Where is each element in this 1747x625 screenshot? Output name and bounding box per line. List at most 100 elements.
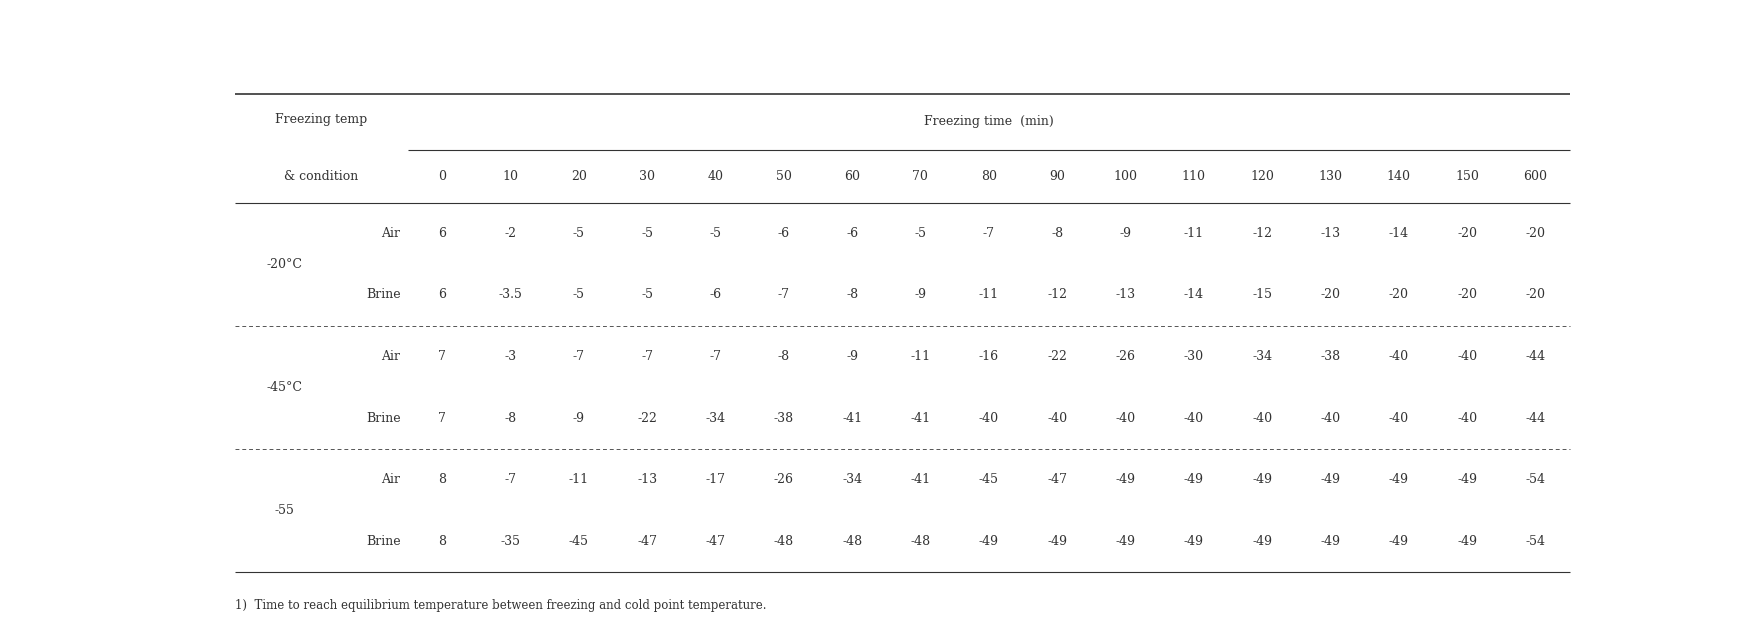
- Text: -7: -7: [505, 473, 517, 486]
- Text: -13: -13: [638, 473, 657, 486]
- Text: -40: -40: [1389, 350, 1408, 363]
- Text: -6: -6: [777, 227, 790, 240]
- Text: 20: 20: [571, 169, 587, 182]
- Text: -40: -40: [978, 412, 999, 424]
- Text: Air: Air: [381, 473, 400, 486]
- Text: -54: -54: [1525, 473, 1546, 486]
- Text: -5: -5: [573, 288, 585, 301]
- Text: -49: -49: [1321, 473, 1340, 486]
- Text: -40: -40: [1115, 412, 1136, 424]
- Text: -5: -5: [709, 227, 722, 240]
- Text: -38: -38: [1321, 350, 1340, 363]
- Text: -48: -48: [774, 535, 793, 548]
- Text: -14: -14: [1184, 288, 1204, 301]
- Text: Brine: Brine: [365, 535, 400, 548]
- Text: -41: -41: [910, 473, 931, 486]
- Text: 30: 30: [639, 169, 655, 182]
- Text: -49: -49: [1389, 535, 1408, 548]
- Text: -5: -5: [914, 227, 926, 240]
- Text: -49: -49: [1253, 473, 1272, 486]
- Text: -20: -20: [1321, 288, 1340, 301]
- Text: -34: -34: [706, 412, 725, 424]
- Text: 1)  Time to reach equilibrium temperature between freezing and cold point temper: 1) Time to reach equilibrium temperature…: [234, 599, 767, 612]
- Text: 130: 130: [1319, 169, 1342, 182]
- Text: -2: -2: [505, 227, 517, 240]
- Text: -47: -47: [638, 535, 657, 548]
- Text: 120: 120: [1251, 169, 1274, 182]
- Text: -41: -41: [910, 412, 931, 424]
- Text: -9: -9: [573, 412, 585, 424]
- Text: -45: -45: [978, 473, 999, 486]
- Text: 40: 40: [708, 169, 723, 182]
- Text: 10: 10: [503, 169, 519, 182]
- Text: -26: -26: [1115, 350, 1136, 363]
- Text: -49: -49: [1115, 473, 1136, 486]
- Text: -48: -48: [910, 535, 931, 548]
- Text: -20: -20: [1457, 227, 1478, 240]
- Text: -15: -15: [1253, 288, 1272, 301]
- Text: -8: -8: [1052, 227, 1064, 240]
- Text: -45°C: -45°C: [267, 381, 302, 394]
- Text: -6: -6: [846, 227, 858, 240]
- Text: -34: -34: [1253, 350, 1272, 363]
- Text: 8: 8: [438, 535, 445, 548]
- Text: Air: Air: [381, 227, 400, 240]
- Text: -47: -47: [706, 535, 725, 548]
- Text: -55: -55: [274, 504, 295, 517]
- Text: 7: 7: [438, 350, 445, 363]
- Text: -30: -30: [1184, 350, 1204, 363]
- Text: -9: -9: [846, 350, 858, 363]
- Text: -8: -8: [846, 288, 858, 301]
- Text: -40: -40: [1184, 412, 1204, 424]
- Text: -7: -7: [709, 350, 722, 363]
- Text: 140: 140: [1387, 169, 1412, 182]
- Text: & condition: & condition: [285, 169, 358, 182]
- Text: 600: 600: [1523, 169, 1548, 182]
- Text: -38: -38: [774, 412, 793, 424]
- Text: -3.5: -3.5: [498, 288, 522, 301]
- Text: 90: 90: [1050, 169, 1066, 182]
- Text: -49: -49: [1115, 535, 1136, 548]
- Text: -7: -7: [641, 350, 653, 363]
- Text: -9: -9: [914, 288, 926, 301]
- Text: -17: -17: [706, 473, 725, 486]
- Text: Freezing temp: Freezing temp: [274, 113, 367, 126]
- Text: -49: -49: [1253, 535, 1272, 548]
- Text: -40: -40: [1046, 412, 1067, 424]
- Text: -40: -40: [1457, 412, 1478, 424]
- Text: -13: -13: [1115, 288, 1136, 301]
- Text: -45: -45: [570, 535, 589, 548]
- Text: -5: -5: [573, 227, 585, 240]
- Text: -49: -49: [1457, 473, 1478, 486]
- Text: -7: -7: [777, 288, 790, 301]
- Text: -11: -11: [570, 473, 589, 486]
- Text: -40: -40: [1457, 350, 1478, 363]
- Text: -49: -49: [1321, 535, 1340, 548]
- Text: -11: -11: [910, 350, 931, 363]
- Text: -8: -8: [505, 412, 517, 424]
- Text: -20: -20: [1389, 288, 1408, 301]
- Text: -9: -9: [1120, 227, 1132, 240]
- Text: -54: -54: [1525, 535, 1546, 548]
- Text: -47: -47: [1046, 473, 1067, 486]
- Text: -5: -5: [641, 227, 653, 240]
- Text: -11: -11: [1184, 227, 1204, 240]
- Text: 110: 110: [1181, 169, 1205, 182]
- Text: 50: 50: [776, 169, 791, 182]
- Text: -12: -12: [1253, 227, 1272, 240]
- Text: -49: -49: [1184, 535, 1204, 548]
- Text: -11: -11: [978, 288, 999, 301]
- Text: -44: -44: [1525, 350, 1546, 363]
- Text: -40: -40: [1389, 412, 1408, 424]
- Text: -44: -44: [1525, 412, 1546, 424]
- Text: -20: -20: [1457, 288, 1478, 301]
- Text: -20: -20: [1525, 227, 1546, 240]
- Text: -22: -22: [1046, 350, 1067, 363]
- Text: -7: -7: [984, 227, 994, 240]
- Text: -16: -16: [978, 350, 999, 363]
- Text: -12: -12: [1046, 288, 1067, 301]
- Text: -22: -22: [638, 412, 657, 424]
- Text: 8: 8: [438, 473, 445, 486]
- Text: Brine: Brine: [365, 288, 400, 301]
- Text: -5: -5: [641, 288, 653, 301]
